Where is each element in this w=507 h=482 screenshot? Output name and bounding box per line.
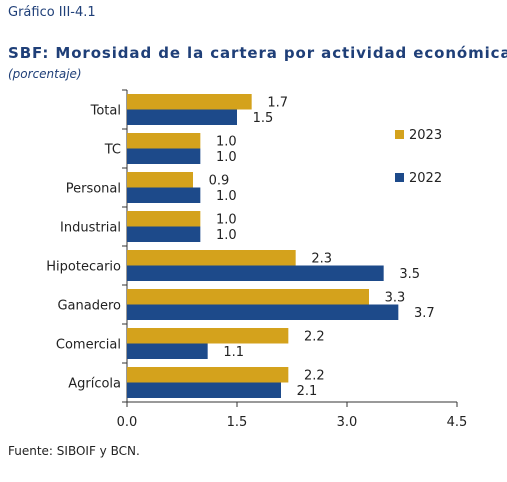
bar-2022 [127, 304, 399, 320]
data-label: 3.7 [414, 306, 435, 321]
bar-2022 [127, 382, 281, 398]
chart-subtitle: (porcentaje) [8, 67, 82, 81]
legend-swatch-2023 [395, 130, 404, 139]
data-label: 1.1 [223, 345, 244, 360]
category-label: Hipotecario [46, 260, 121, 275]
bar-2022 [127, 265, 384, 281]
x-tick-label: 1.5 [227, 415, 248, 430]
data-label: 1.0 [216, 189, 237, 204]
bar-2022 [127, 109, 237, 125]
legend-label: 2022 [409, 171, 442, 186]
bar-2022 [127, 226, 201, 242]
category-label: Agrícola [68, 377, 121, 392]
bar-2023 [127, 328, 289, 344]
data-label: 3.5 [399, 267, 420, 282]
x-tick-label: 0.0 [117, 415, 138, 430]
data-label: 2.2 [304, 330, 325, 345]
data-label: 1.0 [216, 135, 237, 150]
category-label: Industrial [60, 221, 121, 236]
data-label: 1.0 [216, 150, 237, 165]
bar-2022 [127, 148, 201, 164]
category-label: Ganadero [57, 299, 121, 314]
bar-2023 [127, 250, 296, 266]
category-label: TC [104, 143, 121, 158]
legend-label: 2023 [409, 128, 442, 143]
data-label: 1.0 [216, 213, 237, 228]
category-label: Total [90, 104, 121, 119]
data-label: 2.3 [311, 252, 332, 267]
data-label: 1.5 [253, 111, 274, 126]
x-tick-label: 3.0 [337, 415, 358, 430]
chart-caption: Gráfico III-4.1 [8, 5, 96, 20]
data-label: 2.1 [297, 384, 318, 399]
bar-2022 [127, 343, 208, 359]
category-label: Comercial [56, 338, 121, 353]
data-label: 3.3 [385, 291, 406, 306]
legend-swatch-2022 [395, 173, 404, 182]
category-label: Personal [66, 182, 121, 197]
bar-2023 [127, 133, 201, 149]
data-label: 1.0 [216, 228, 237, 243]
bar-2023 [127, 211, 201, 227]
bar-2023 [127, 289, 369, 305]
chart-title: SBF: Morosidad de la cartera por activid… [8, 44, 507, 62]
data-label: 2.2 [304, 369, 325, 384]
x-tick-label: 4.5 [447, 415, 468, 430]
data-label: 1.7 [267, 96, 288, 111]
source-note: Fuente: SIBOIF y BCN. [8, 444, 140, 458]
data-label: 0.9 [209, 174, 230, 189]
bar-2023 [127, 367, 289, 383]
bar-2022 [127, 187, 201, 203]
bar-2023 [127, 94, 252, 110]
bar-2023 [127, 172, 193, 188]
